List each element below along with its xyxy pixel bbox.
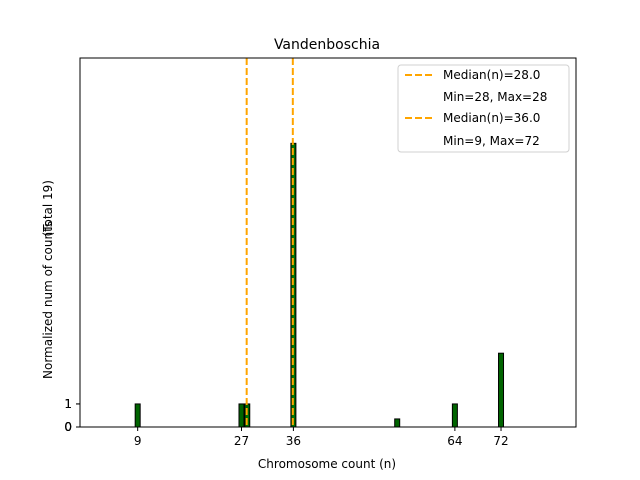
y-axis-label: Normalized num of counts <box>41 221 55 379</box>
overlay-bar-36 <box>292 143 295 428</box>
x-tick-label-72: 72 <box>493 434 508 448</box>
chart-title: Vandenboschia <box>274 37 380 53</box>
legend-box <box>397 64 570 153</box>
count-bar-64 <box>451 403 458 428</box>
legend-median-1-label: Median(n)=28.0 <box>443 68 540 82</box>
x-tick-label-36: 36 <box>286 434 301 448</box>
y-tick-label-0: 0 <box>64 420 72 434</box>
count-bar-54 <box>394 418 401 428</box>
axes-frame <box>79 57 577 428</box>
count-bar-27 <box>238 403 245 428</box>
x-tick-label-64: 64 <box>447 434 462 448</box>
y-axis-total-label: (Total 19) <box>41 180 55 236</box>
plot-area <box>79 57 577 428</box>
legend-median-1-range: Min=28, Max=28 <box>443 90 547 104</box>
y-tick-label-1: 0 <box>64 420 72 434</box>
median-lines-layer <box>245 58 294 427</box>
legend-median-2-range: Min=9, Max=72 <box>443 134 540 148</box>
bars-layer <box>134 142 505 428</box>
y-tick-label-2: 0 <box>64 420 72 434</box>
count-bar-9 <box>134 403 141 428</box>
x-tick-label-27: 27 <box>234 434 249 448</box>
x-axis-ticks: 9 27 36 64 72 <box>134 427 509 448</box>
x-tick-label-9: 9 <box>134 434 142 448</box>
legend-median-2-label: Median(n)=36.0 <box>443 111 540 125</box>
count-bar-72 <box>498 352 505 428</box>
y-tick-label-3: 1 <box>64 397 72 411</box>
x-axis-label: Chromosome count (n) <box>258 457 396 471</box>
legend: Median(n)=28.0 Min=28, Max=28 Median(n)=… <box>397 64 570 153</box>
y-tick-label-4: 1 <box>64 397 72 411</box>
